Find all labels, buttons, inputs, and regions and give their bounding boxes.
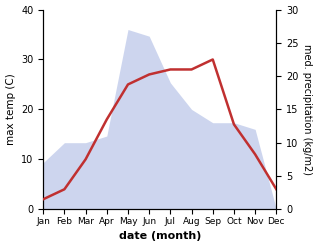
X-axis label: date (month): date (month) — [119, 231, 201, 242]
Y-axis label: med. precipitation (kg/m2): med. precipitation (kg/m2) — [302, 44, 313, 175]
Y-axis label: max temp (C): max temp (C) — [5, 74, 16, 145]
